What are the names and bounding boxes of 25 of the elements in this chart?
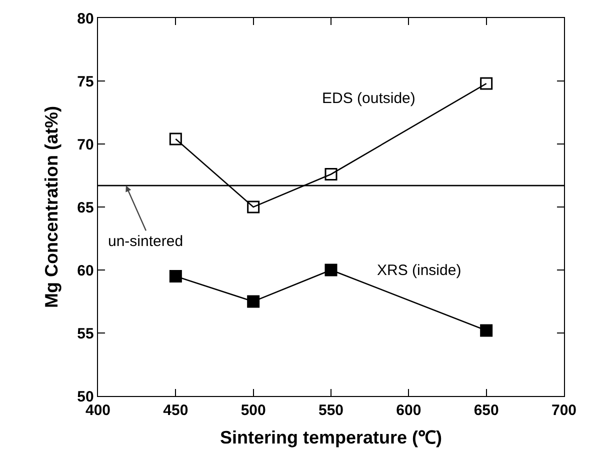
series-label: EDS (outside) [322,90,416,107]
point [169,270,182,283]
point [324,168,338,180]
point [247,295,260,308]
point [324,264,338,276]
y-tick-label: 65 [77,199,94,216]
x-tick-label: 450 [163,402,188,420]
x-tick-label: 550 [318,402,344,420]
y-tick-label: 60 [77,262,94,280]
x-tick-label: 700 [551,402,577,420]
x-tick-label: 600 [396,402,422,420]
point [247,200,260,214]
point [480,77,493,90]
x-tick-label: 500 [240,402,266,420]
x-tick-label: 650 [474,402,499,420]
y-axis-title: Mg Concentration (at%) [41,106,62,308]
point [480,324,493,337]
y-tick-label: 75 [77,73,94,90]
ref-line-label: un-sintered [108,233,184,250]
y-tick-label: 70 [77,136,94,154]
series-label: XRS (inside) [377,262,462,279]
point [169,132,182,146]
y-tick-label: 80 [77,10,94,28]
y-tick-label: 55 [77,325,94,342]
x-axis-title: Sintering temperature (℃) [220,427,442,448]
